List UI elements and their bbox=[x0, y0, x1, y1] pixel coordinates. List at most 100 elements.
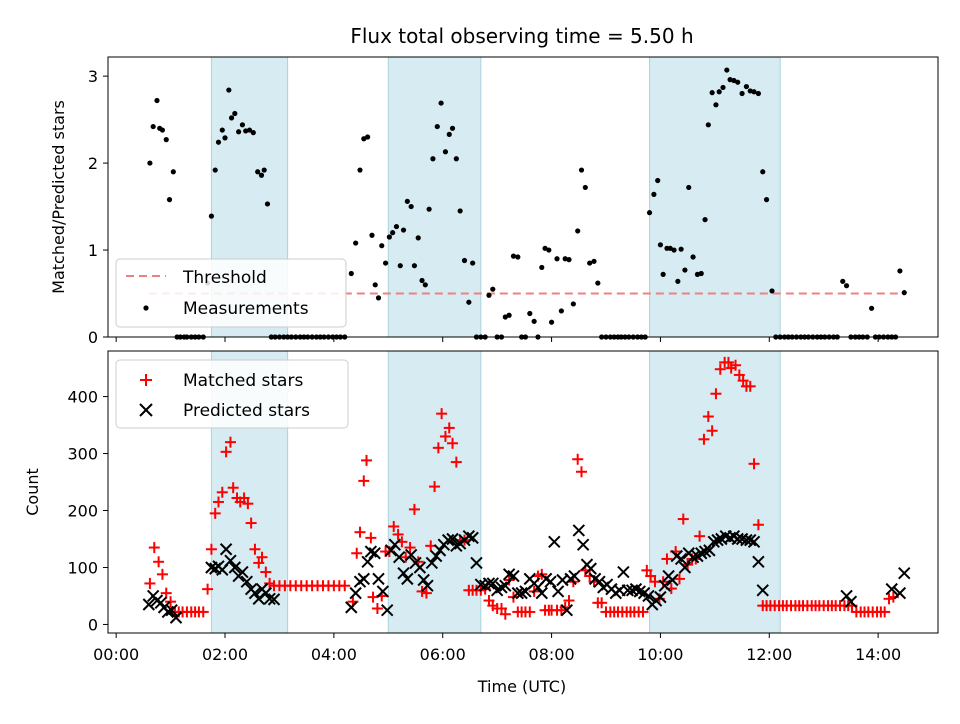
matched-star-point bbox=[737, 375, 749, 387]
measurement-point bbox=[591, 258, 597, 264]
predicted-star-point bbox=[425, 556, 439, 570]
top-y-tick-label: 1 bbox=[88, 241, 98, 260]
matched-star-point bbox=[165, 596, 177, 608]
matched-star-point bbox=[733, 369, 745, 381]
x-tick-label: 12:00 bbox=[746, 645, 792, 664]
predicted-star-point bbox=[413, 561, 427, 574]
matched-star-point bbox=[209, 507, 221, 519]
matched-star-point bbox=[371, 603, 383, 615]
predicted-star-point bbox=[372, 572, 385, 586]
matched-star-point bbox=[358, 475, 370, 487]
matched-star-point bbox=[450, 456, 462, 468]
bottom-panel: 0 100 200 300 400 00:00 02:00 04:00 06:00 08:00 10… bbox=[23, 350, 939, 696]
measurement-point bbox=[166, 197, 173, 203]
matched-star-point bbox=[253, 557, 265, 569]
predicted-star-point bbox=[486, 577, 500, 590]
bottom-y-tick-label: 400 bbox=[67, 388, 98, 407]
predicted-star-point bbox=[666, 573, 679, 587]
measurement-point bbox=[558, 308, 564, 314]
predicted-star-point bbox=[548, 535, 561, 549]
predicted-star-point bbox=[267, 593, 281, 606]
measurement-point bbox=[255, 169, 261, 175]
predicted-star-point bbox=[376, 585, 390, 598]
predicted-star-point bbox=[236, 565, 249, 579]
measurement-point bbox=[755, 90, 761, 97]
matched-star-point bbox=[439, 430, 451, 442]
matched-star-point bbox=[661, 553, 673, 565]
predicted-star-point bbox=[161, 605, 175, 619]
measurement-point bbox=[595, 280, 601, 286]
measurement-point bbox=[372, 282, 378, 288]
matched-star-point bbox=[576, 466, 588, 478]
measurement-point bbox=[751, 89, 757, 95]
predicted-star-point bbox=[678, 561, 692, 574]
measurement-point bbox=[408, 203, 414, 210]
measurement-point bbox=[430, 156, 436, 162]
measurement-point bbox=[150, 123, 156, 130]
legend-measurements-swatch bbox=[143, 305, 149, 311]
predicted-star-point bbox=[572, 524, 585, 537]
measurement-point bbox=[159, 127, 166, 133]
measurement-point bbox=[570, 301, 576, 307]
measurement-point bbox=[686, 184, 692, 191]
legend-threshold-label: Threshold bbox=[182, 268, 267, 288]
measurement-point bbox=[709, 90, 715, 96]
measurement-point bbox=[236, 129, 242, 135]
measurement-point bbox=[239, 122, 246, 128]
measurement-points bbox=[147, 67, 907, 340]
measurement-point bbox=[446, 131, 452, 137]
measurement-point bbox=[587, 260, 593, 266]
predicted-star-point bbox=[747, 535, 761, 549]
predicted-star-point bbox=[401, 572, 414, 586]
measurement-point bbox=[843, 283, 850, 289]
matched-star-point bbox=[748, 458, 760, 470]
predicted-star-point bbox=[169, 611, 183, 624]
measurement-point bbox=[208, 213, 215, 219]
legend-predicted-label: Predicted stars bbox=[183, 401, 310, 421]
matched-star-point bbox=[714, 363, 726, 375]
predicted-star-point bbox=[441, 533, 455, 547]
measurement-point bbox=[705, 122, 711, 128]
measurement-point bbox=[250, 130, 256, 136]
bottom-panel-frame bbox=[107, 350, 939, 634]
measurement-point bbox=[419, 277, 425, 284]
measurement-point bbox=[461, 257, 468, 264]
measurement-point bbox=[393, 223, 400, 230]
measurement-point bbox=[386, 234, 392, 240]
matched-star-point bbox=[429, 481, 441, 493]
predicted-star-point bbox=[711, 533, 724, 547]
predicted-star-point bbox=[142, 598, 156, 611]
predicted-star-point bbox=[744, 533, 757, 547]
predicted-star-point bbox=[593, 575, 606, 588]
x-tick-label: 10:00 bbox=[637, 645, 683, 664]
matched-star-point bbox=[160, 587, 172, 599]
measurement-point bbox=[415, 235, 421, 241]
measurement-point bbox=[375, 295, 382, 301]
legend-matched-label: Matched stars bbox=[183, 371, 303, 391]
measurement-point bbox=[261, 167, 267, 173]
measurement-point bbox=[397, 263, 403, 269]
measurement-point bbox=[515, 254, 521, 260]
matched-star-point bbox=[242, 498, 254, 510]
measurement-point bbox=[147, 160, 153, 166]
matched-star-point bbox=[436, 408, 448, 420]
matched-star-point bbox=[432, 442, 444, 454]
measurement-point bbox=[675, 278, 681, 284]
measurement-point bbox=[698, 270, 704, 277]
matched-star-point bbox=[144, 577, 156, 589]
predicted-star-point bbox=[740, 533, 753, 547]
x-axis-label: Time (UTC) bbox=[477, 677, 566, 696]
measurement-point bbox=[490, 286, 496, 292]
bottom-y-tick-label: 0 bbox=[88, 615, 98, 634]
bottom-legend: Matched stars Predicted stars bbox=[115, 359, 349, 429]
matched-star-point bbox=[744, 380, 756, 392]
matched-star-point bbox=[256, 551, 268, 563]
legend-matched-swatch bbox=[140, 374, 152, 386]
matched-star-point bbox=[596, 597, 608, 609]
top-y-tick-label: 3 bbox=[88, 67, 98, 86]
measurement-point bbox=[486, 292, 492, 298]
measurement-point bbox=[442, 149, 449, 155]
matched-star-point bbox=[245, 517, 257, 529]
measurement-point bbox=[400, 227, 407, 233]
